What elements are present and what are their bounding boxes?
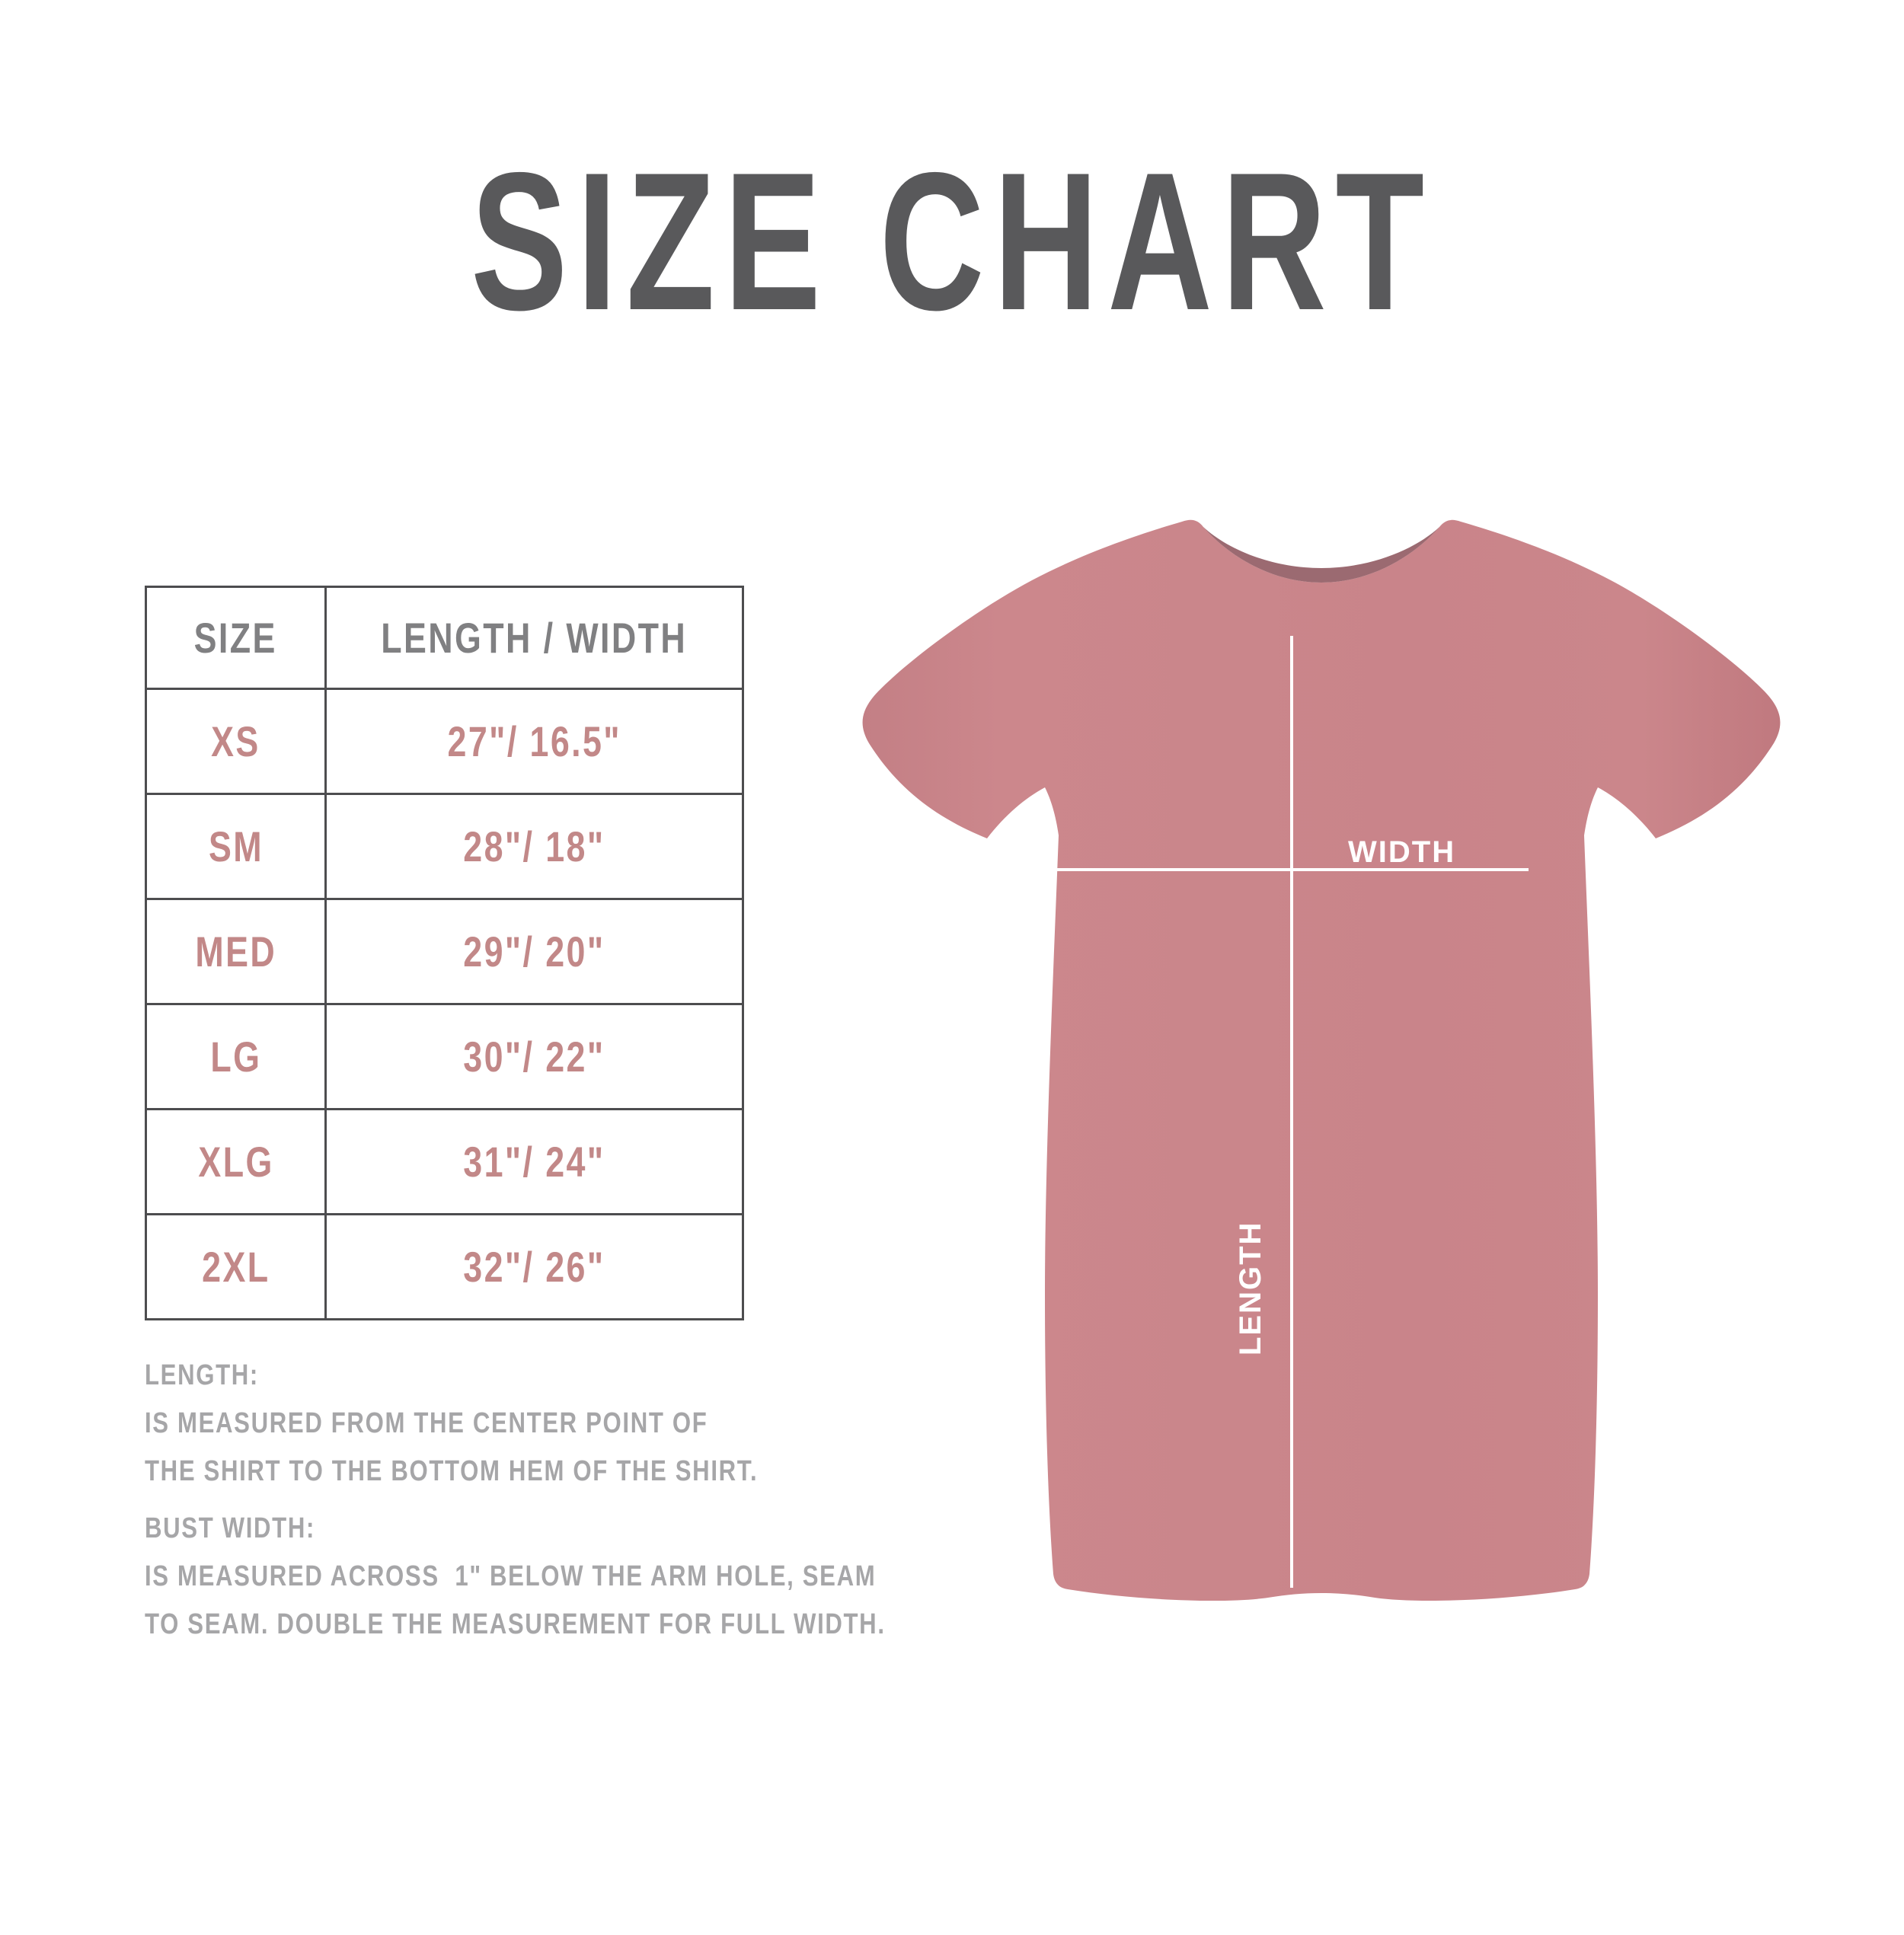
svg-text:WIDTH: WIDTH — [1348, 835, 1455, 869]
svg-text:LENGTH: LENGTH — [1234, 1221, 1267, 1355]
